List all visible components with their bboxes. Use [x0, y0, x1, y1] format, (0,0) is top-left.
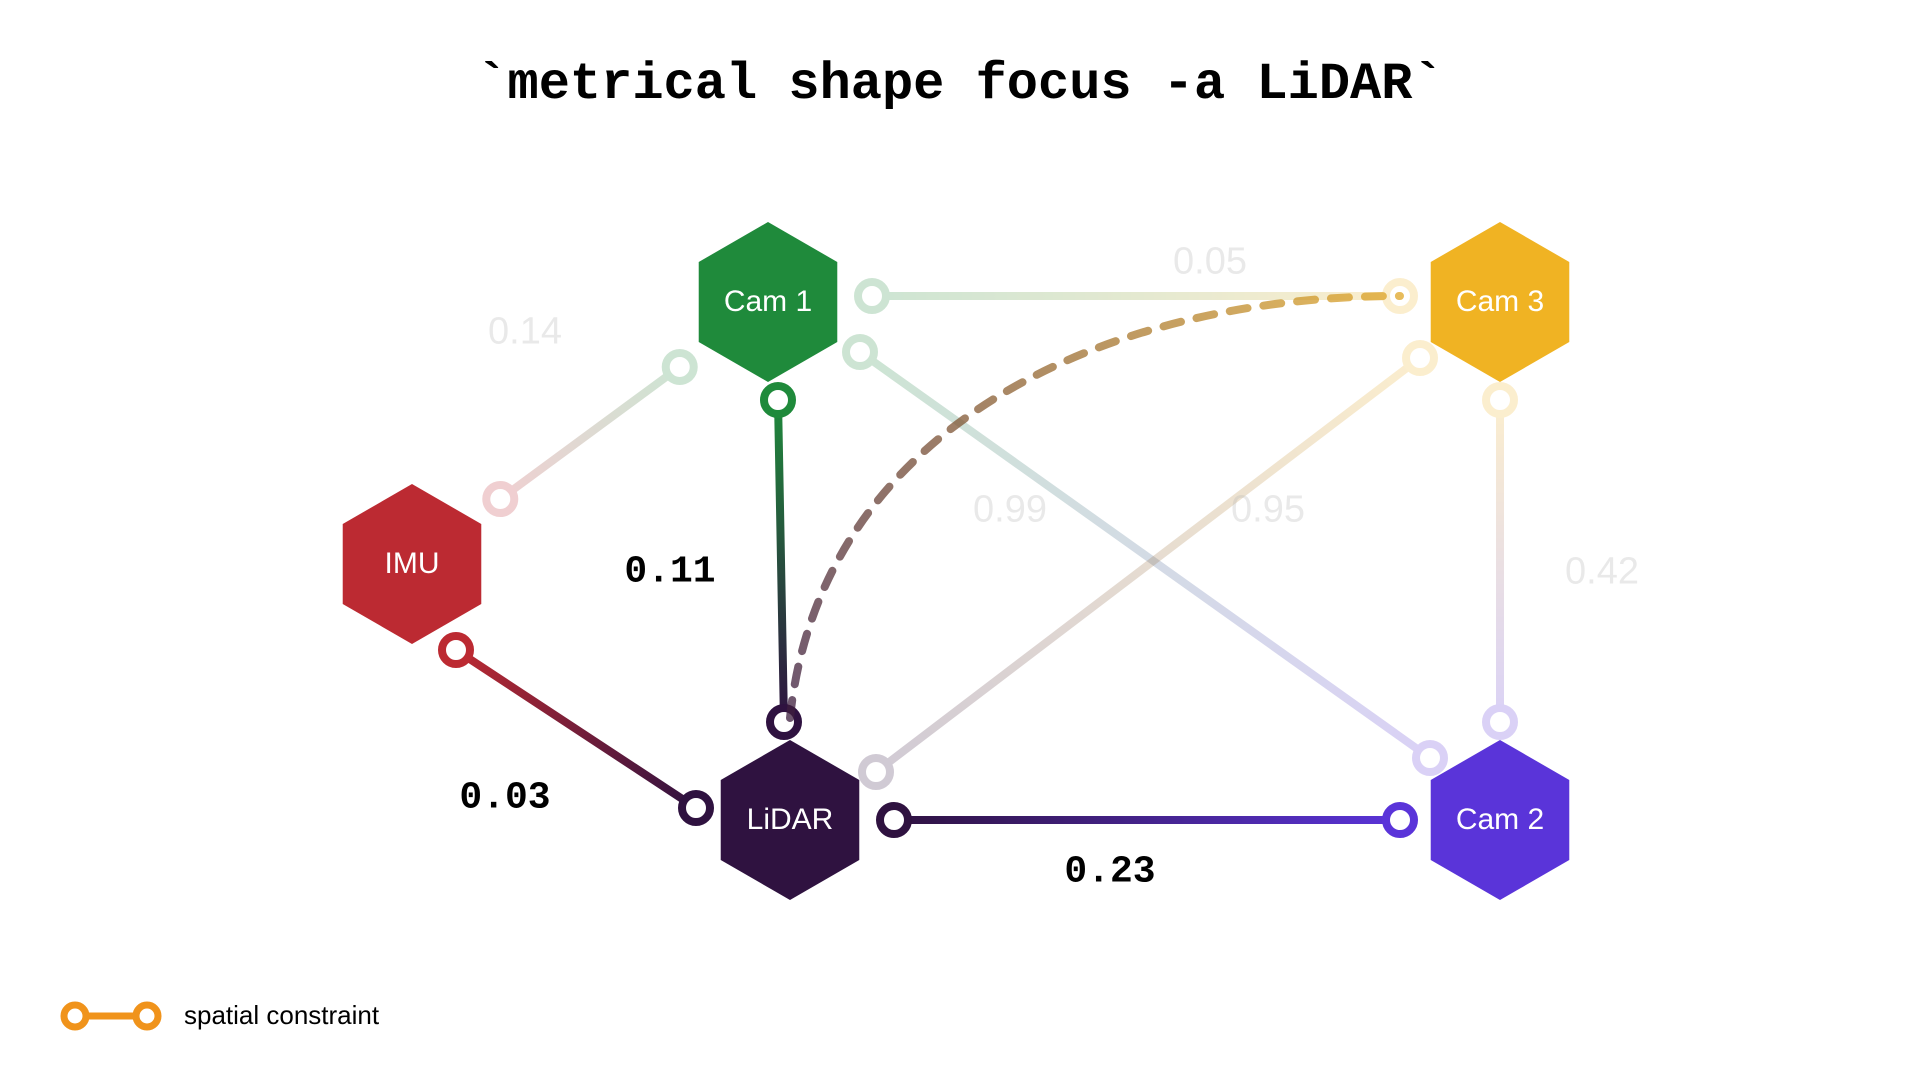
- edge-label-imu-lidar: 0.03: [459, 777, 550, 820]
- edges-layer: [0, 0, 1920, 1080]
- edge-label-imu-cam1: 0.14: [488, 311, 562, 354]
- node-imu: IMU: [332, 484, 492, 644]
- node-cam1-label: Cam 1: [724, 285, 812, 319]
- node-imu-label: IMU: [385, 547, 440, 581]
- node-lidar-label: LiDAR: [747, 803, 834, 837]
- legend-icon: [60, 1001, 164, 1031]
- edge-label-cam1-cam2: 0.95: [1231, 489, 1305, 532]
- edge-label-lidar-cam2: 0.23: [1064, 851, 1155, 894]
- node-cam2-label: Cam 2: [1456, 803, 1544, 837]
- node-lidar: LiDAR: [710, 740, 870, 900]
- node-cam2: Cam 2: [1420, 740, 1580, 900]
- node-cam3: Cam 3: [1420, 222, 1580, 382]
- edge-label-cam1-lidar: 0.11: [624, 551, 715, 594]
- legend: spatial constraint: [60, 1000, 379, 1031]
- diagram-title: `metrical shape focus -a LiDAR`: [0, 55, 1920, 114]
- node-cam3-label: Cam 3: [1456, 285, 1544, 319]
- diagram-stage: `metrical shape focus -a LiDAR` IMU Cam …: [0, 0, 1920, 1080]
- node-cam1: Cam 1: [688, 222, 848, 382]
- edge-label-lidar-cam3: 0.99: [973, 489, 1047, 532]
- legend-label: spatial constraint: [184, 1000, 379, 1031]
- edge-label-cam3-cam2: 0.42: [1565, 551, 1639, 594]
- edge-label-cam1-cam3: 0.05: [1173, 241, 1247, 284]
